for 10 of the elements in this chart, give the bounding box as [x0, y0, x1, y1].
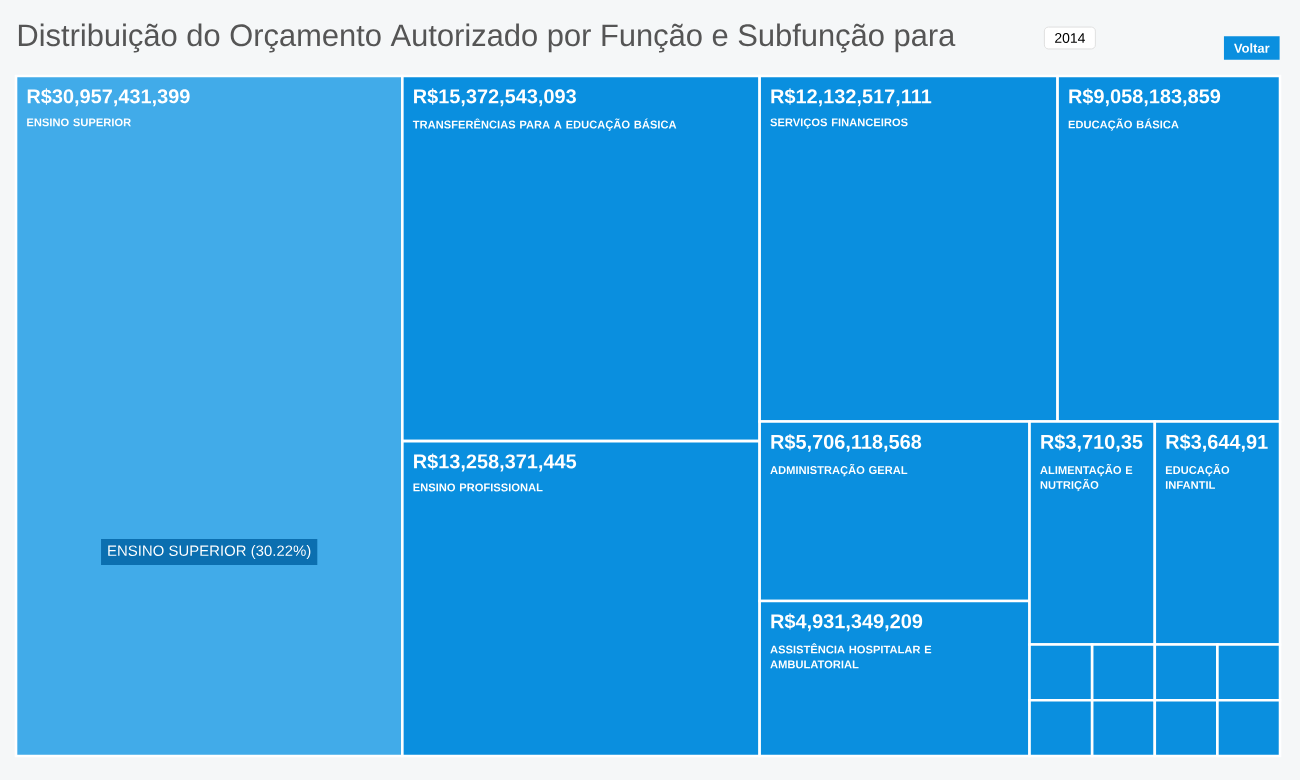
- data-label: R$3,644,91: [1166, 433, 1268, 452]
- data-label: R$12,132,517,111: [771, 88, 932, 107]
- data-label: R$4,931,349,209: [771, 613, 923, 632]
- text: Distribuição do Orçamento Autorizado por Função e Subfunção para: [18, 23, 956, 53]
- data-label: R$3,710,35: [1041, 433, 1143, 452]
- data-label: R$13,258,371,445: [414, 453, 577, 472]
- data-label: R$5,706,118,568: [771, 433, 922, 452]
- data-label: R$15,372,543,093: [414, 88, 576, 107]
- data-label: R$30,957,431,399: [27, 88, 190, 107]
- data-label: R$9,058,183,859: [1069, 88, 1221, 107]
